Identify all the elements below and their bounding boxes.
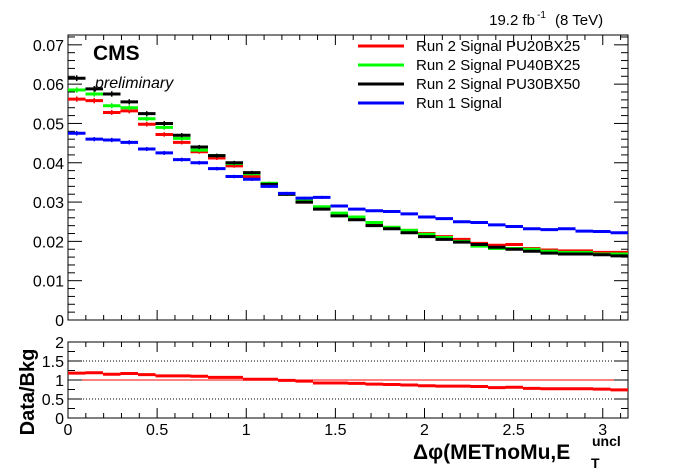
ratio-y-axis-label: Data/Bkg (17, 349, 39, 436)
ratio-y-tick-label: 2 (55, 335, 64, 352)
x-tick-label: 1.5 (324, 422, 346, 439)
series-3 (68, 131, 628, 235)
series-2 (68, 75, 628, 258)
main-y-tick-label: 0 (55, 313, 64, 330)
legend-label-pu20bx25: Run 2 Signal PU20BX25 (416, 38, 580, 55)
x-tick-label: 0 (64, 422, 73, 439)
legend-label-run1: Run 1 Signal (416, 95, 502, 112)
ratio-series-0 (68, 371, 628, 392)
lumi-label: 19.2 fb (489, 12, 535, 29)
ratio-y-tick-label: 0.5 (42, 392, 64, 409)
x-axis-label-superscript: uncl (592, 433, 621, 449)
lumi-superscript: -1 (537, 10, 546, 21)
preliminary-label: preliminary (94, 75, 174, 92)
legend-label-pu30bx50: Run 2 Signal PU30BX50 (416, 76, 580, 93)
main-y-tick-label: 0.01 (33, 274, 64, 291)
main-y-tick-label: 0.03 (33, 195, 64, 212)
ratio-axis-ticks: 00.511.520 0.5 1 1.5 2 2.5 3 (42, 335, 628, 439)
legend-label-pu40bx25: Run 2 Signal PU40BX25 (416, 57, 580, 74)
x-tick-label: 2.5 (503, 422, 525, 439)
ratio-y-tick-label: 0 (55, 411, 64, 428)
x-tick-label: 1 (242, 422, 251, 439)
x-tick-label: 3 (598, 422, 607, 439)
main-y-tick-label: 0.06 (33, 77, 64, 94)
main-y-tick-label: 0.04 (33, 156, 64, 173)
ratio-y-tick-label: 1.5 (42, 354, 64, 371)
main-y-tick-label: 0.02 (33, 234, 64, 251)
x-tick-label: 2 (420, 422, 429, 439)
main-y-tick-label: 0.07 (33, 38, 64, 55)
x-axis-label-subscript: T (591, 455, 600, 471)
x-axis-label-main: Δφ(METnoMu,E (413, 441, 570, 464)
ratio-series-group (68, 371, 628, 392)
lumi-energy: (8 TeV) (555, 12, 603, 29)
ratio-y-tick-label: 1 (55, 373, 64, 390)
cms-label: CMS (93, 42, 140, 65)
x-axis-label: Δφ(METnoMu,E uncl T (413, 433, 621, 471)
x-tick-label: 0.5 (146, 422, 168, 439)
main-y-tick-label: 0.05 (33, 116, 64, 133)
main-axis-ticks: 0 0.01 0.02 0.03 0.04 0.05 0.06 0.07 (33, 35, 628, 330)
main-series-group (68, 75, 628, 258)
legend: Run 2 Signal PU20BX25 Run 2 Signal PU40B… (358, 38, 580, 112)
main-plot-frame (67, 34, 629, 321)
